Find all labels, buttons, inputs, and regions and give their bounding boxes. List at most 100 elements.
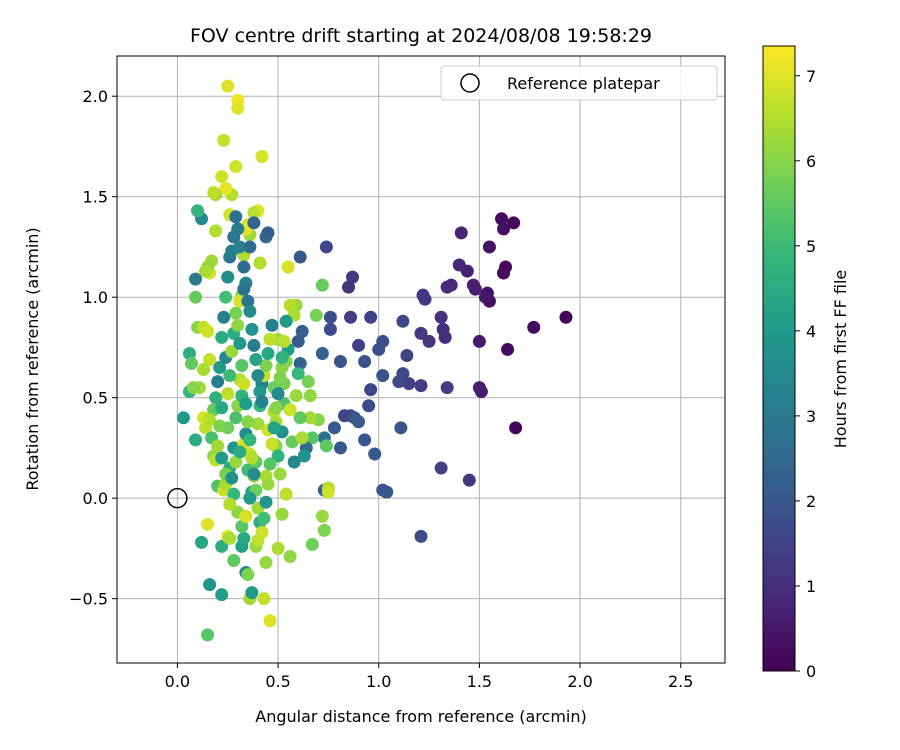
- scatter-point: [221, 270, 235, 284]
- scatter-point: [315, 278, 329, 292]
- scatter-point: [229, 160, 243, 174]
- scatter-point: [239, 509, 253, 523]
- scatter-point: [352, 338, 366, 352]
- y-tick-label: 0.0: [83, 489, 108, 508]
- scatter-point: [279, 314, 293, 328]
- scatter-point: [247, 467, 261, 481]
- scatter-point: [497, 266, 511, 280]
- scatter-point: [507, 216, 521, 230]
- scatter-point: [436, 322, 450, 336]
- scatter-point: [229, 306, 243, 320]
- scatter-point: [478, 290, 492, 304]
- scatter-point: [454, 226, 468, 240]
- scatter-point: [215, 588, 229, 602]
- scatter-point: [462, 473, 476, 487]
- scatter-point: [267, 421, 281, 435]
- x-tick-label: 2.0: [567, 672, 592, 691]
- scatter-point: [358, 433, 372, 447]
- legend: Reference platepar: [440, 65, 718, 101]
- scatter-point: [259, 495, 273, 509]
- scatter-point: [231, 222, 245, 236]
- scatter-point: [215, 330, 229, 344]
- scatter-point: [289, 389, 303, 403]
- y-tick-label: 2.0: [83, 87, 108, 106]
- colorbar-tick-label: 7: [806, 67, 816, 86]
- scatter-point: [482, 240, 496, 254]
- scatter-point: [269, 401, 283, 415]
- scatter-point: [215, 401, 229, 415]
- scatter-point: [434, 461, 448, 475]
- scatter-point: [315, 346, 329, 360]
- scatter-point: [207, 186, 221, 200]
- scatter-point: [215, 451, 229, 465]
- scatter-point: [497, 222, 511, 236]
- scatter-point: [323, 322, 337, 336]
- scatter-point: [247, 206, 261, 220]
- scatter-point: [342, 280, 356, 294]
- scatter-point: [223, 531, 237, 545]
- scatter-point: [241, 294, 255, 308]
- scatter-point: [189, 290, 203, 304]
- scatter-point: [197, 363, 211, 377]
- colorbar-tick-label: 0: [806, 662, 816, 681]
- scatter-point: [219, 290, 233, 304]
- colorbar-gradient: [762, 45, 796, 672]
- scatter-point: [245, 322, 259, 336]
- scatter-point: [305, 537, 319, 551]
- scatter-point: [364, 383, 378, 397]
- scatter-point: [293, 357, 307, 371]
- scatter-point: [440, 280, 454, 294]
- scatter-point: [239, 397, 253, 411]
- scatter-point: [352, 415, 366, 429]
- scatter-point: [295, 431, 309, 445]
- scatter-point: [229, 455, 243, 469]
- scatter-point: [263, 332, 277, 346]
- scatter-point: [362, 399, 376, 413]
- scatter-point: [247, 216, 261, 230]
- legend-box: [440, 65, 718, 101]
- scatter-point: [253, 256, 267, 270]
- scatter-point: [253, 385, 267, 399]
- scatter-point: [203, 413, 217, 427]
- scatter-point: [321, 485, 335, 499]
- scatter-point: [472, 381, 486, 395]
- scatter-point: [203, 578, 217, 592]
- scatter-point: [261, 346, 275, 360]
- scatter-point: [265, 318, 279, 332]
- scatter-point: [237, 282, 251, 296]
- scatter-point: [249, 353, 263, 366]
- scatter-point: [271, 541, 285, 555]
- scatter-point: [233, 445, 247, 459]
- scatter-point: [333, 355, 347, 369]
- scatter-point: [241, 415, 255, 429]
- scatter-point: [402, 377, 416, 391]
- scatter-point: [189, 272, 203, 286]
- scatter-point: [376, 369, 390, 383]
- scatter-point: [501, 342, 515, 356]
- scatter-point: [231, 318, 245, 332]
- scatter-point: [344, 310, 358, 324]
- scatter-point: [251, 369, 265, 383]
- scatter-point: [317, 523, 331, 537]
- scatter-point: [279, 487, 293, 501]
- colorbar-tick-label: 6: [806, 152, 816, 171]
- scatter-point: [287, 455, 301, 469]
- colorbar-tick-label: 2: [806, 492, 816, 511]
- scatter-point: [211, 439, 225, 453]
- scatter-point: [182, 346, 196, 360]
- data-points: [176, 79, 573, 642]
- scatter-point: [243, 491, 257, 505]
- scatter-point: [271, 387, 285, 401]
- legend-label: Reference platepar: [507, 74, 660, 93]
- scatter-point: [217, 310, 231, 324]
- scatter-point: [472, 334, 486, 348]
- scatter-point: [414, 529, 428, 543]
- scatter-point: [221, 387, 235, 401]
- scatter-point: [452, 258, 466, 272]
- x-tick-label: 1.5: [467, 672, 492, 691]
- scatter-point: [215, 170, 229, 184]
- x-tick-label: 0.0: [165, 672, 190, 691]
- scatter-point: [323, 310, 337, 324]
- scatter-point: [466, 278, 480, 292]
- scatter-point: [364, 310, 378, 324]
